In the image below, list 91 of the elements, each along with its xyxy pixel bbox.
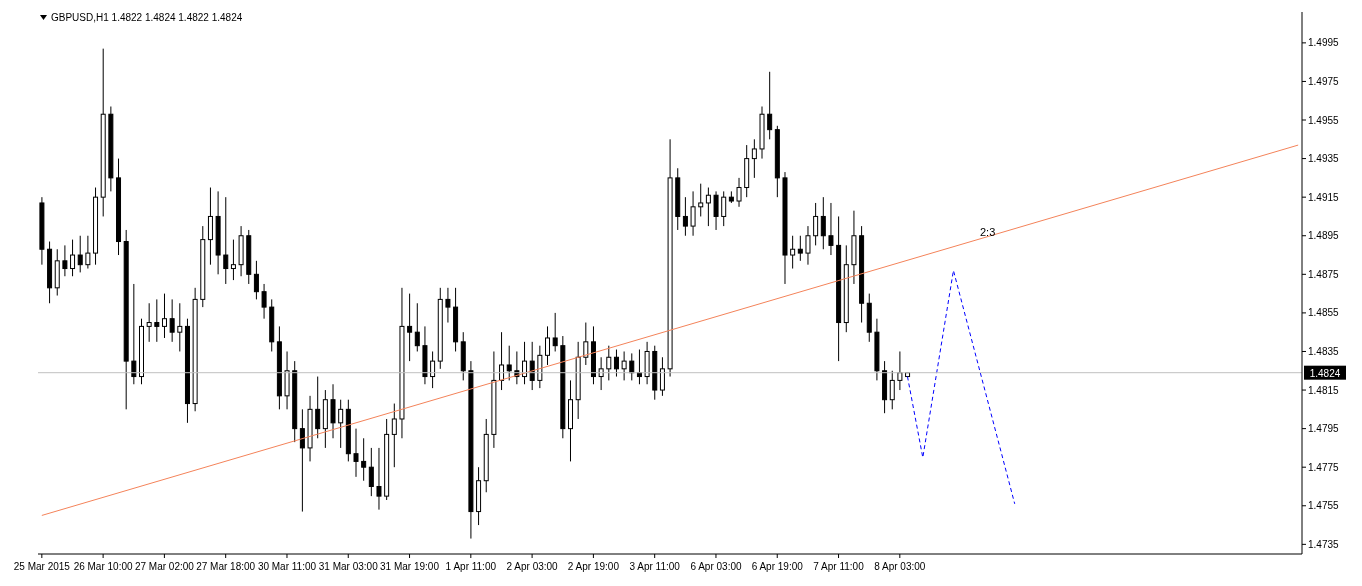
candlestick — [598, 356, 604, 391]
candlestick — [445, 287, 451, 324]
candlestick — [207, 187, 213, 266]
candlestick — [146, 302, 152, 343]
y-tick-label: 1.4735 — [1308, 538, 1340, 550]
candlestick — [721, 190, 727, 227]
x-tick-label: 6 Apr 19:00 — [751, 561, 804, 572]
y-tick-label: 1.4775 — [1308, 461, 1340, 473]
line-series — [906, 269, 1016, 505]
x-tick-label: 2 Apr 19:00 — [567, 561, 620, 572]
candlestick — [751, 138, 757, 179]
candlestick — [85, 235, 91, 270]
x-tick-label: 26 Mar 10:00 — [73, 561, 134, 572]
candlestick — [828, 202, 834, 256]
candlestick — [713, 190, 719, 231]
y-tick-label: 1.4855 — [1308, 307, 1340, 319]
candlestick — [131, 283, 137, 385]
candlestick — [376, 447, 382, 511]
candlestick — [70, 239, 76, 277]
candlestick — [407, 293, 413, 362]
candlestick — [613, 349, 619, 378]
candlestick — [545, 325, 551, 366]
y-tick-label: 1.4815 — [1308, 384, 1340, 396]
candlestick — [682, 196, 688, 237]
candlestick — [583, 322, 589, 366]
ref-line-label: 1.4824 — [1309, 367, 1341, 379]
candlestick — [391, 403, 397, 468]
y-tick-label: 1.4955 — [1308, 114, 1340, 126]
candlestick — [805, 225, 811, 266]
x-tick-label: 7 Apr 11:00 — [813, 561, 865, 572]
candlestick — [889, 370, 895, 410]
candlestick — [330, 383, 336, 439]
candlestick — [813, 202, 819, 246]
candlestick — [261, 283, 267, 320]
x-tick-label: 25 Mar 2015 — [13, 561, 71, 572]
candlestick — [690, 190, 696, 237]
candlestick — [161, 293, 167, 339]
candlestick — [414, 302, 420, 352]
candlestick — [736, 177, 742, 208]
candlestick — [529, 341, 535, 391]
candlestick — [659, 356, 665, 397]
candlestick — [499, 331, 505, 391]
candlestick — [698, 183, 704, 217]
candlestick — [338, 399, 344, 449]
x-tick-label: 27 Mar 02:00 — [134, 561, 195, 572]
x-tick-label: 2 Apr 03:00 — [506, 561, 559, 572]
candlestick — [790, 235, 796, 270]
y-tick-label: 1.4895 — [1308, 230, 1340, 242]
x-tick-label: 30 Mar 11:00 — [257, 561, 317, 572]
candlestick — [522, 341, 528, 385]
y-tick-label: 1.4755 — [1308, 500, 1340, 512]
candlestick — [230, 239, 236, 281]
candlestick — [506, 345, 512, 381]
candlestick — [77, 235, 83, 273]
y-tick-label: 1.4975 — [1308, 75, 1340, 87]
x-tick-label: 1 Apr 11:00 — [445, 561, 497, 572]
candlestick — [62, 244, 68, 277]
candlestick — [177, 302, 183, 352]
x-tick-label: 31 Mar 03:00 — [318, 561, 379, 572]
candlestick — [299, 408, 305, 513]
candlestick — [169, 298, 175, 343]
candlestick — [820, 196, 826, 250]
candlestick — [621, 350, 627, 381]
candlestick — [223, 196, 229, 285]
x-tick-label: 31 Mar 19:00 — [380, 561, 440, 572]
candlestick — [253, 260, 259, 300]
candlestick — [552, 312, 558, 352]
candlestick — [154, 298, 160, 343]
x-tick-label: 6 Apr 03:00 — [690, 561, 742, 572]
y-tick-label: 1.4995 — [1308, 37, 1340, 49]
y-tick-label: 1.4875 — [1308, 268, 1340, 280]
candlestick — [353, 428, 359, 478]
candlestick — [897, 350, 903, 391]
y-tick-label: 1.4915 — [1308, 191, 1340, 203]
candlestick — [361, 437, 367, 482]
y-tick-label: 1.4835 — [1308, 346, 1340, 358]
y-tick-label: 1.4935 — [1308, 153, 1340, 165]
candlestick — [430, 350, 436, 389]
candlestick — [705, 187, 711, 227]
y-tick-label: 1.4795 — [1308, 423, 1340, 435]
chart-title: GBPUSD,H1 1.4822 1.4824 1.4822 1.4824 — [51, 12, 243, 23]
candlestick — [797, 235, 803, 262]
x-tick-label: 3 Apr 11:00 — [629, 561, 681, 572]
candlestick — [629, 352, 635, 381]
x-tick-label: 27 Mar 18:00 — [196, 561, 256, 572]
candlestick — [315, 376, 321, 439]
candlestick — [606, 345, 612, 381]
annotation: 2:3 — [980, 226, 996, 238]
candlestick — [767, 71, 773, 140]
candlestick — [368, 447, 374, 497]
x-tick-label: 8 Apr 03:00 — [874, 561, 926, 572]
